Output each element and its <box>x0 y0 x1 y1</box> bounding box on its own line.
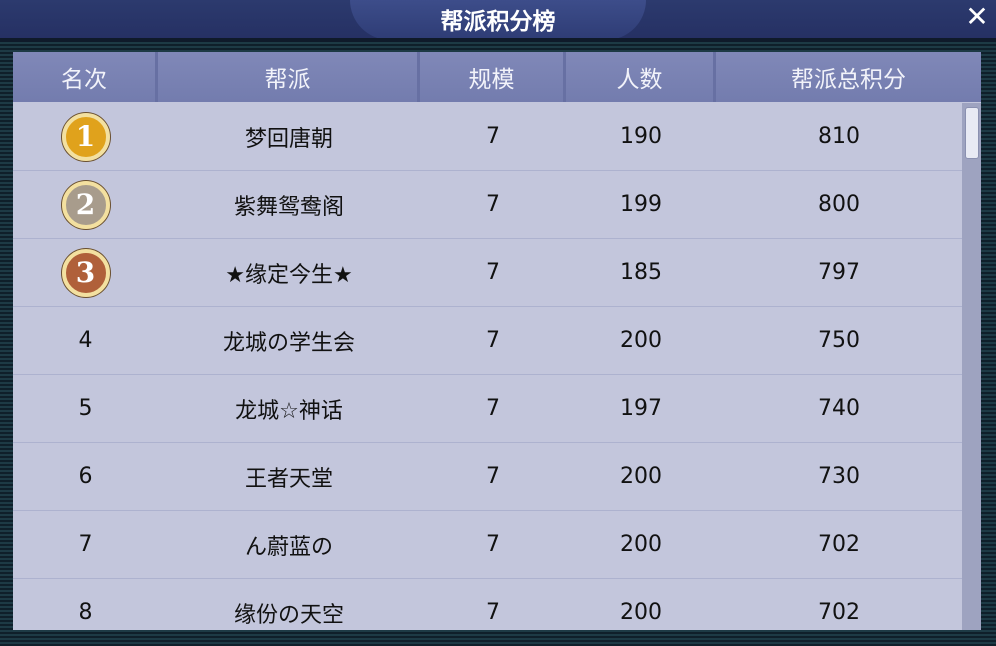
title-bar: 帮派积分榜 <box>0 0 996 40</box>
guild-size: 7 <box>486 192 500 217</box>
guild-name: 龙城☆神话 <box>235 398 343 424</box>
rank-cell: 5 <box>78 396 93 421</box>
medal-icon: 3 <box>61 248 110 297</box>
guild-score: 702 <box>818 600 860 625</box>
close-icon[interactable]: ✕ <box>965 0 989 33</box>
column-header-guild: 帮派 <box>158 52 420 102</box>
guild-size: 7 <box>486 532 500 557</box>
guild-members: 197 <box>620 396 662 421</box>
guild-members: 200 <box>620 464 662 489</box>
guild-size: 7 <box>486 124 500 149</box>
guild-members: 185 <box>620 260 662 285</box>
rank-cell: 3 <box>13 248 158 297</box>
table-row[interactable]: 6 王者天堂 7 200 730 <box>13 443 962 511</box>
guild-size: 7 <box>486 260 500 285</box>
medal-icon: 2 <box>61 180 110 229</box>
guild-size: 7 <box>486 600 500 625</box>
column-header-members: 人数 <box>566 52 716 102</box>
medal-icon: 1 <box>61 112 110 161</box>
guild-size: 7 <box>486 464 500 489</box>
column-header-score: 帮派总积分 <box>716 52 981 102</box>
guild-size: 7 <box>486 396 500 421</box>
title-tab: 帮派积分榜 <box>350 0 646 40</box>
guild-score: 810 <box>818 124 860 149</box>
table-row[interactable]: 7 ん蔚蓝の 7 200 702 <box>13 511 962 579</box>
guild-score: 702 <box>818 532 860 557</box>
column-header-size: 规模 <box>420 52 566 102</box>
table-header: 名次 帮派 规模 人数 帮派总积分 <box>13 52 981 102</box>
guild-score: 797 <box>818 260 860 285</box>
guild-members: 199 <box>620 192 662 217</box>
table-row[interactable]: 3 ★缘定今生★ 7 185 797 <box>13 239 962 307</box>
guild-score: 730 <box>818 464 860 489</box>
window-title: 帮派积分榜 <box>440 9 556 35</box>
guild-score: 800 <box>818 192 860 217</box>
table-row[interactable]: 8 缘份の天空 7 200 702 <box>13 579 962 630</box>
rank-cell: 4 <box>78 328 93 353</box>
rank-cell: 1 <box>13 112 158 161</box>
ranking-table: 名次 帮派 规模 人数 帮派总积分 1 梦回唐朝 7 190 810 2 紫舞鸳鸯阁 7 199… <box>13 52 981 630</box>
guild-name: 缘份の天空 <box>233 602 344 628</box>
scrollbar-thumb[interactable] <box>965 107 979 159</box>
table-row[interactable]: 1 梦回唐朝 7 190 810 <box>13 103 962 171</box>
guild-members: 200 <box>620 600 662 625</box>
guild-score: 750 <box>818 328 860 353</box>
table-body: 1 梦回唐朝 7 190 810 2 紫舞鸳鸯阁 7 199 800 3 ★缘定今生★ 7 185 797 4… <box>13 103 962 630</box>
guild-members: 200 <box>620 328 662 353</box>
guild-name: 紫舞鸳鸯阁 <box>233 194 344 220</box>
guild-members: 190 <box>620 124 662 149</box>
guild-size: 7 <box>486 328 500 353</box>
guild-name: ★缘定今生★ <box>225 262 353 288</box>
rank-cell: 8 <box>78 600 93 625</box>
guild-name: 梦回唐朝 <box>244 126 333 152</box>
guild-name: 龙城の学生会 <box>222 330 355 356</box>
rank-cell: 7 <box>78 532 93 557</box>
table-row[interactable]: 2 紫舞鸳鸯阁 7 199 800 <box>13 171 962 239</box>
column-header-rank: 名次 <box>13 52 158 102</box>
rank-cell: 2 <box>13 180 158 229</box>
guild-name: 王者天堂 <box>244 466 333 492</box>
table-row[interactable]: 4 龙城の学生会 7 200 750 <box>13 307 962 375</box>
rank-cell: 6 <box>78 464 93 489</box>
guild-members: 200 <box>620 532 662 557</box>
scrollbar[interactable] <box>962 103 981 630</box>
guild-score: 740 <box>818 396 860 421</box>
table-row[interactable]: 5 龙城☆神话 7 197 740 <box>13 375 962 443</box>
guild-name: ん蔚蓝の <box>244 534 333 560</box>
